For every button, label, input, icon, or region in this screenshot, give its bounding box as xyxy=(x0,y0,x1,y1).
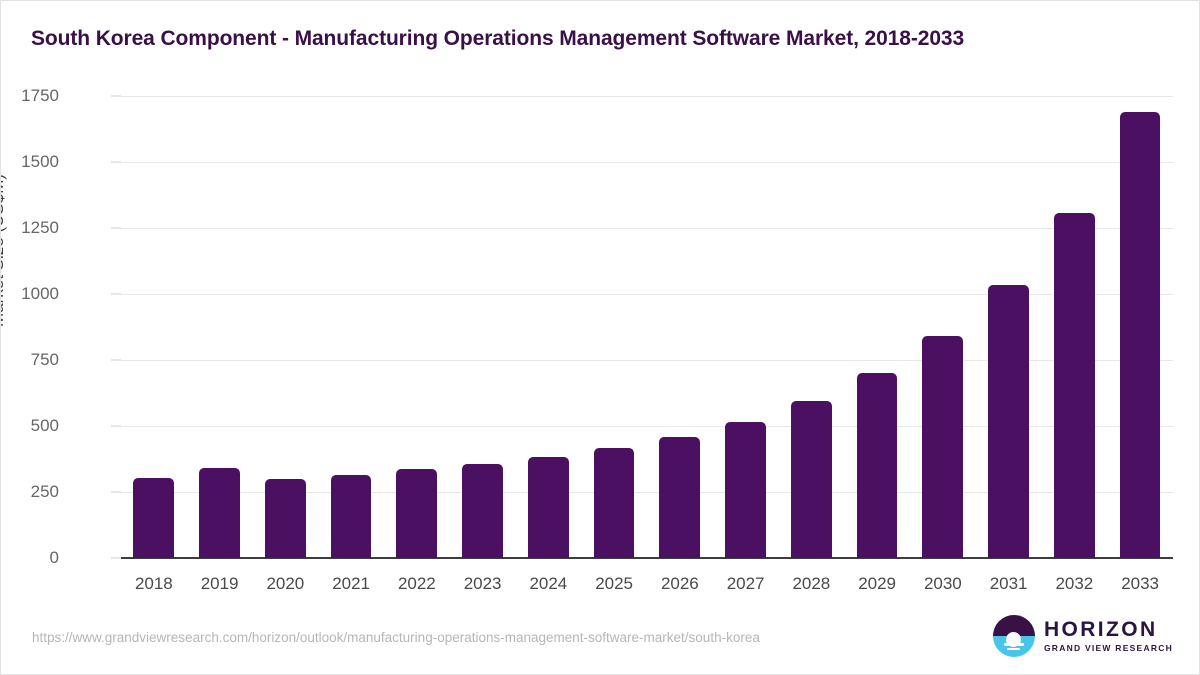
source-url[interactable]: https://www.grandviewresearch.com/horizo… xyxy=(32,630,760,645)
horizon-logo[interactable]: HORIZON GRAND VIEW RESEARCH xyxy=(992,615,1173,657)
x-axis-tick-label: 2025 xyxy=(595,574,634,593)
gridline xyxy=(121,492,1173,493)
bar-group: 2018 xyxy=(133,96,175,593)
bar[interactable] xyxy=(396,469,438,558)
y-axis-tick-mark xyxy=(111,359,121,361)
bar[interactable] xyxy=(856,373,898,558)
x-axis-tick-label: 2027 xyxy=(726,574,765,593)
x-axis-tick-label: 2032 xyxy=(1055,574,1094,593)
x-axis-tick-label: 2020 xyxy=(266,574,305,593)
plot-area: 2018 2019 2020 2021 2022 2023 2024 2025 2026 2027… xyxy=(121,96,1173,593)
bar-group: 2023 xyxy=(462,96,503,593)
bar-group: 2029 xyxy=(856,96,898,593)
page-title: South Korea Component - Manufacturing Op… xyxy=(31,27,965,50)
bar[interactable] xyxy=(330,475,372,558)
bar-group: 2032 xyxy=(1053,96,1095,593)
logo-subtitle: GRAND VIEW RESEARCH xyxy=(1043,643,1173,654)
y-axis-tick-label: 750 xyxy=(30,350,59,369)
x-axis-tick-label: 2024 xyxy=(529,574,568,593)
bar[interactable] xyxy=(462,463,503,558)
x-axis-tick-label: 2022 xyxy=(397,574,436,593)
gridline xyxy=(121,426,1173,427)
logo-title: HORIZON xyxy=(1043,618,1158,642)
y-axis-tick-label: 1500 xyxy=(21,152,59,171)
bar-group: 2019 xyxy=(199,96,240,593)
bar[interactable] xyxy=(988,285,1029,558)
y-axis-tick-mark xyxy=(111,161,121,163)
gridline xyxy=(121,96,1173,97)
bar[interactable] xyxy=(133,478,175,558)
bar[interactable] xyxy=(593,447,635,558)
y-axis-tick-mark xyxy=(111,95,121,97)
logo-wave-lower xyxy=(1007,647,1021,651)
bar[interactable] xyxy=(790,400,832,558)
bar[interactable] xyxy=(199,468,240,558)
x-axis-tick-label: 2031 xyxy=(989,574,1028,593)
x-axis-tick-label: 2026 xyxy=(660,574,699,593)
bar-group: 2030 xyxy=(922,96,964,593)
bar[interactable] xyxy=(1053,213,1095,558)
x-axis-tick-label: 2033 xyxy=(1121,574,1160,593)
x-axis-tick-label: 2023 xyxy=(463,574,502,593)
y-axis-tick-label: 1750 xyxy=(21,86,59,105)
bar-group: 2026 xyxy=(659,96,701,593)
bar-group: 2025 xyxy=(593,96,635,593)
bar[interactable] xyxy=(527,456,569,558)
bar[interactable] xyxy=(659,436,701,558)
bar[interactable] xyxy=(1119,111,1161,558)
y-axis-tick-mark xyxy=(111,557,121,559)
x-axis-tick-label: 2018 xyxy=(134,574,173,593)
bar-group: 2028 xyxy=(790,96,832,593)
y-axis-tick-label: 1250 xyxy=(21,218,59,237)
bar[interactable] xyxy=(264,479,306,558)
y-axis-title: Market Size (US$M) xyxy=(0,173,7,327)
logo-text: HORIZON GRAND VIEW RESEARCH xyxy=(1044,619,1173,653)
y-axis-tick-mark xyxy=(111,491,121,493)
logo-top-half xyxy=(992,615,1035,636)
x-axis-tick-label: 2028 xyxy=(792,574,831,593)
bar-group: 2021 xyxy=(330,96,372,593)
y-axis-tick-mark xyxy=(111,227,121,229)
x-axis-tick-label: 2029 xyxy=(858,574,897,593)
gridline xyxy=(121,360,1173,361)
bar-group: 2031 xyxy=(988,96,1029,593)
y-axis-tick-label: 1000 xyxy=(21,284,59,303)
bar-group: 2020 xyxy=(264,96,306,593)
logo-wave-upper xyxy=(1003,643,1024,646)
x-axis-tick-label: 2030 xyxy=(923,574,962,593)
bar-group: 2027 xyxy=(725,96,766,593)
gridline xyxy=(121,294,1173,295)
y-axis-tick-label: 500 xyxy=(30,416,59,435)
y-axis-tick-mark xyxy=(111,293,121,295)
y-axis-tick-mark xyxy=(111,425,121,427)
bar-group: 2022 xyxy=(396,96,438,593)
gridline xyxy=(121,228,1173,229)
bar-group: 2033 xyxy=(1119,96,1161,593)
bar[interactable] xyxy=(725,421,766,558)
horizon-logo-icon xyxy=(992,615,1035,657)
gridline xyxy=(121,162,1173,163)
x-axis-line xyxy=(121,557,1173,559)
y-axis-tick-label: 0 xyxy=(49,548,59,567)
x-axis-tick-label: 2019 xyxy=(200,574,239,593)
logo-sun-shape xyxy=(1006,631,1022,647)
bar[interactable] xyxy=(922,336,964,558)
x-axis-tick-label: 2021 xyxy=(332,574,371,593)
y-axis-tick-label: 250 xyxy=(30,482,59,501)
bar-group: 2024 xyxy=(527,96,569,593)
